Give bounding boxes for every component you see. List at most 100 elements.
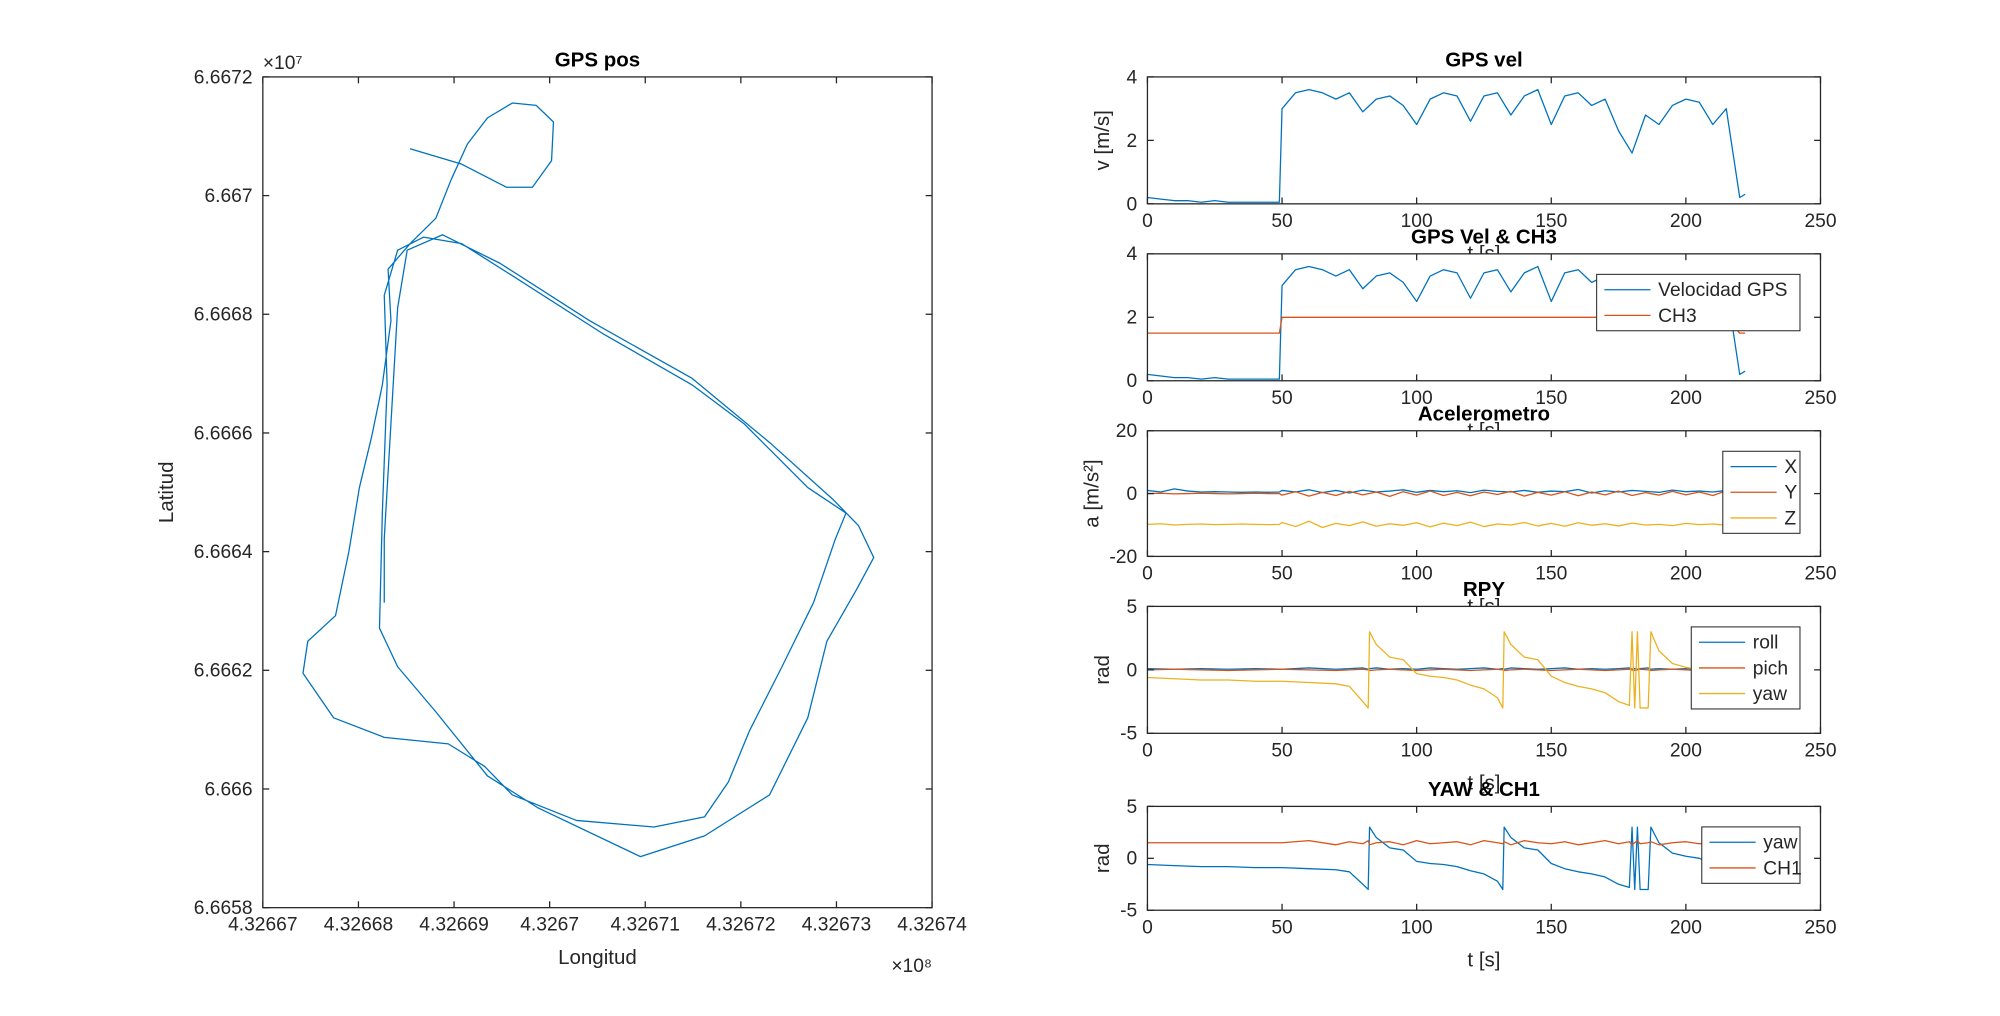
y-tick-label: 6.6662: [194, 661, 253, 682]
x-tick-label: 50: [1271, 740, 1292, 761]
axes-box: [262, 76, 933, 909]
data-line: [1147, 840, 1727, 846]
y-tick-label: 4: [1126, 67, 1137, 88]
x-tick-label: 250: [1804, 917, 1836, 938]
y-tick-label: -5: [1120, 901, 1137, 922]
chart-title: GPS vel: [1445, 49, 1523, 72]
x-tick-label: 0: [1142, 917, 1153, 938]
x-tick-label: 200: [1670, 740, 1702, 761]
x-tick-label: 250: [1804, 563, 1836, 584]
x-tick-label: 50: [1271, 388, 1292, 409]
x-tick-label: 4.32668: [324, 915, 393, 936]
x-tick-label: 200: [1670, 388, 1702, 409]
legend-label: pich: [1753, 658, 1788, 679]
y-axis-label: rad: [1091, 843, 1114, 873]
x-tick-label: 150: [1535, 563, 1567, 584]
x-multiplier: ×10⁸: [891, 956, 932, 977]
x-axis-label: t [s]: [1467, 772, 1500, 795]
x-tick-label: 50: [1271, 211, 1292, 232]
x-axis-label: Longitud: [558, 946, 637, 969]
plot-area: [1147, 88, 1746, 203]
x-tick-label: 4.32667: [228, 915, 297, 936]
y-tick-label: 6.6666: [194, 423, 253, 444]
x-tick-label: 4.32673: [802, 915, 871, 936]
data-line: [302, 102, 875, 858]
axes-background: [1147, 76, 1821, 204]
y-tick-label: 6.6664: [194, 542, 253, 563]
x-tick-label: 50: [1271, 917, 1292, 938]
x-tick-label: 100: [1401, 388, 1433, 409]
chart-title: GPS Vel & CH3: [1411, 226, 1557, 249]
legend-label: roll: [1753, 633, 1779, 654]
x-tick-label: 150: [1535, 917, 1567, 938]
y-tick-label: 4: [1126, 244, 1137, 265]
legend-label: yaw: [1763, 833, 1797, 854]
x-tick-label: 0: [1142, 211, 1153, 232]
legend-label: X: [1784, 457, 1797, 478]
x-tick-label: 150: [1535, 211, 1567, 232]
plot-area: [1147, 488, 1746, 529]
y-tick-label: 0: [1126, 484, 1137, 505]
y-tick-label: 6.6668: [194, 305, 253, 326]
x-axis-label: t [s]: [1467, 949, 1500, 972]
chart-title: RPY: [1463, 578, 1505, 601]
legend-box: [1596, 273, 1801, 332]
legend-label: yaw: [1753, 684, 1787, 705]
y-tick-label: -20: [1109, 547, 1137, 568]
chart-title: Acelerometro: [1418, 403, 1550, 426]
x-tick-label: 100: [1401, 917, 1433, 938]
data-line: [1147, 631, 1727, 709]
axes-background: [262, 76, 933, 908]
x-tick-label: 4.32671: [611, 915, 680, 936]
chart-title: GPS pos: [555, 49, 640, 72]
legend-label: CH3: [1658, 306, 1696, 327]
data-line: [1147, 488, 1746, 494]
plot-area: [302, 102, 875, 858]
x-tick-label: 0: [1142, 563, 1153, 584]
y-axis-label: v [m/s]: [1091, 110, 1114, 170]
x-tick-label: 200: [1670, 563, 1702, 584]
x-tick-label: 0: [1142, 388, 1153, 409]
x-tick-label: 250: [1804, 388, 1836, 409]
x-tick-label: 4.3267: [520, 915, 579, 936]
y-tick-label: 20: [1116, 421, 1137, 442]
y-axis-label: Latitud: [155, 462, 178, 524]
y-multiplier: ×10⁷: [263, 53, 303, 74]
data-line: [1147, 490, 1746, 498]
data-line: [1147, 88, 1746, 203]
y-tick-label: 5: [1126, 797, 1137, 818]
x-tick-label: 100: [1401, 563, 1433, 584]
y-axis-label: rad: [1091, 655, 1114, 685]
x-tick-label: 4.32672: [706, 915, 775, 936]
x-tick-label: 100: [1401, 740, 1433, 761]
data-line: [1147, 520, 1746, 529]
data-line: [1147, 826, 1727, 891]
x-tick-label: 0: [1142, 740, 1153, 761]
x-tick-label: 150: [1535, 740, 1567, 761]
x-tick-label: 200: [1670, 211, 1702, 232]
legend-box: [1701, 826, 1801, 884]
y-tick-label: 2: [1126, 131, 1137, 152]
y-axis-label: a [m/s²]: [1081, 459, 1104, 527]
y-tick-label: 2: [1126, 308, 1137, 329]
x-tick-label: 4.32669: [419, 915, 488, 936]
legend-label: Velocidad GPS: [1658, 280, 1787, 301]
legend-label: CH1: [1763, 858, 1801, 879]
x-tick-label: 100: [1401, 211, 1433, 232]
y-tick-label: 0: [1126, 660, 1137, 681]
y-tick-label: 6.6672: [194, 67, 253, 88]
plot-area: [1147, 631, 1727, 709]
y-tick-label: 0: [1126, 849, 1137, 870]
y-tick-label: 0: [1126, 371, 1137, 392]
y-tick-label: 6.667: [204, 186, 252, 207]
y-tick-label: 5: [1126, 597, 1137, 618]
y-tick-label: -5: [1120, 724, 1137, 745]
y-tick-label: 6.6658: [194, 898, 253, 919]
legend-label: Y: [1784, 483, 1797, 504]
x-tick-label: 150: [1535, 388, 1567, 409]
plot-area: [1147, 826, 1727, 891]
y-tick-label: 0: [1126, 194, 1137, 215]
legend-label: Z: [1784, 508, 1796, 529]
